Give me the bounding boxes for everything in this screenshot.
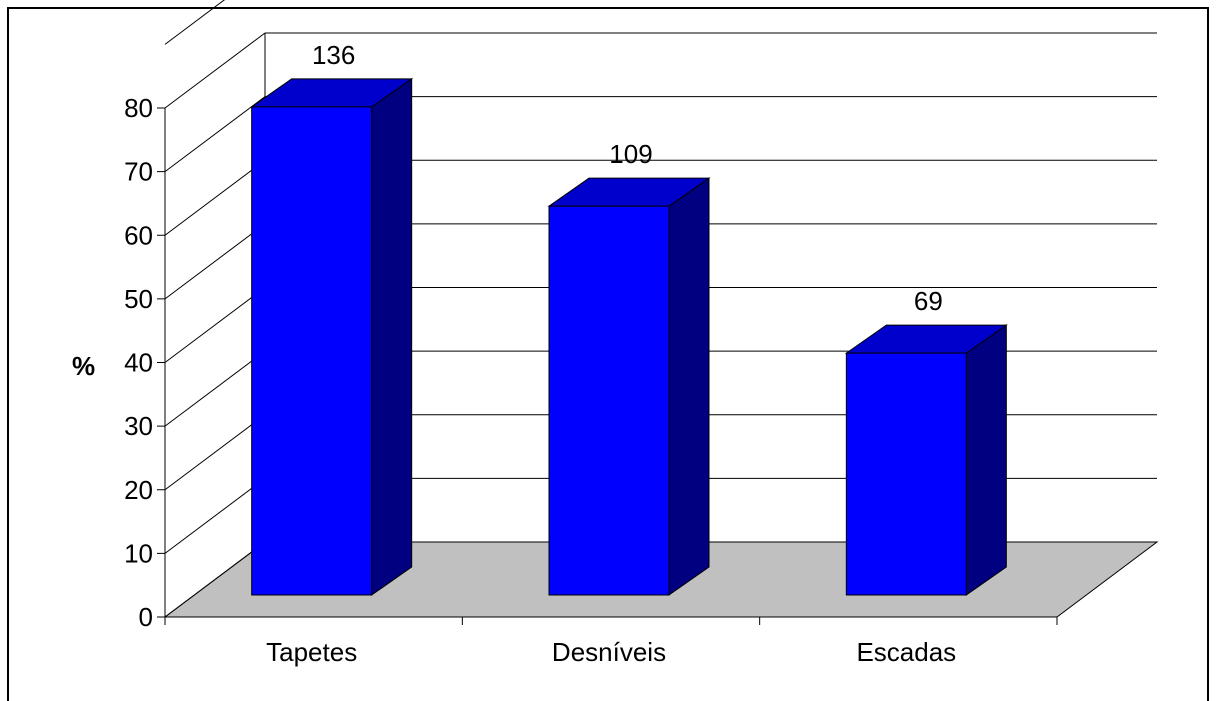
y-tick-label: 80 bbox=[124, 93, 153, 123]
bar-front bbox=[548, 205, 670, 596]
data-label: 109 bbox=[609, 139, 652, 169]
bar-side bbox=[965, 324, 1007, 596]
y-tick-label: 30 bbox=[124, 411, 153, 441]
bar-side bbox=[668, 177, 710, 596]
bar-front bbox=[251, 106, 373, 596]
gridline-side bbox=[164, 159, 266, 236]
x-tick-label: Escadas bbox=[856, 637, 956, 667]
gridline-side bbox=[164, 414, 266, 491]
bar-side bbox=[371, 77, 413, 596]
bar-front bbox=[845, 352, 967, 596]
gridline-side bbox=[164, 223, 266, 300]
bar-escadas bbox=[844, 324, 1008, 596]
y-tick-label: 70 bbox=[124, 157, 153, 187]
data-label: 69 bbox=[914, 286, 943, 316]
gridline-side bbox=[164, 350, 266, 427]
x-tick-label: Desníveis bbox=[552, 637, 666, 667]
bar-tapetes bbox=[250, 77, 414, 596]
gridline-side bbox=[164, 96, 266, 173]
x-tick-label: Tapetes bbox=[266, 637, 357, 667]
y-tick-label: 0 bbox=[139, 602, 153, 632]
gridline-side bbox=[164, 32, 266, 109]
gridline-side bbox=[164, 541, 266, 618]
gridline-top bbox=[164, 0, 225, 45]
bar-desníveis bbox=[547, 177, 711, 596]
y-tick-label: 10 bbox=[124, 538, 153, 568]
y-tick-label: 20 bbox=[124, 475, 153, 505]
y-tick-label: 40 bbox=[124, 348, 153, 378]
y-axis-label: % bbox=[72, 351, 95, 381]
y-tick-label: 50 bbox=[124, 284, 153, 314]
gridline-side bbox=[164, 477, 266, 554]
gridline-side bbox=[164, 287, 266, 363]
y-tick-label: 60 bbox=[124, 220, 153, 250]
data-label: 136 bbox=[312, 40, 355, 70]
